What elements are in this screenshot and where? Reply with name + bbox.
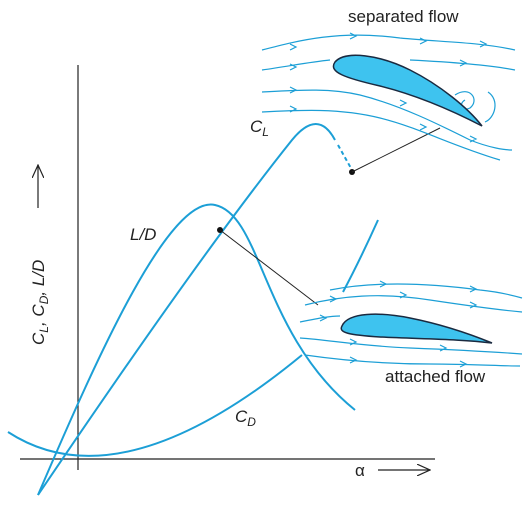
- cl-curve: [37, 123, 336, 496]
- cl-label: CL: [250, 117, 269, 139]
- attached-streamlines: [299, 280, 523, 368]
- separated-label: separated flow: [348, 7, 459, 26]
- x-axis-label: α: [355, 461, 365, 480]
- pointer-line: [219, 229, 319, 306]
- cd-label: CD: [235, 407, 256, 429]
- cl-post-stall: [342, 219, 379, 293]
- cd-curve: [7, 354, 303, 457]
- y-axis-label: CL, CD, L/D: [29, 260, 51, 345]
- attached-label: attached flow: [385, 367, 486, 386]
- ld-label: L/D: [130, 225, 156, 244]
- ld-curve: [37, 203, 356, 496]
- cl-dashed: [337, 144, 353, 171]
- airfoil-attached: [340, 313, 493, 344]
- pointer-line: [351, 127, 441, 173]
- separated-streamlines: [261, 32, 516, 161]
- airfoil-separated: [332, 54, 483, 127]
